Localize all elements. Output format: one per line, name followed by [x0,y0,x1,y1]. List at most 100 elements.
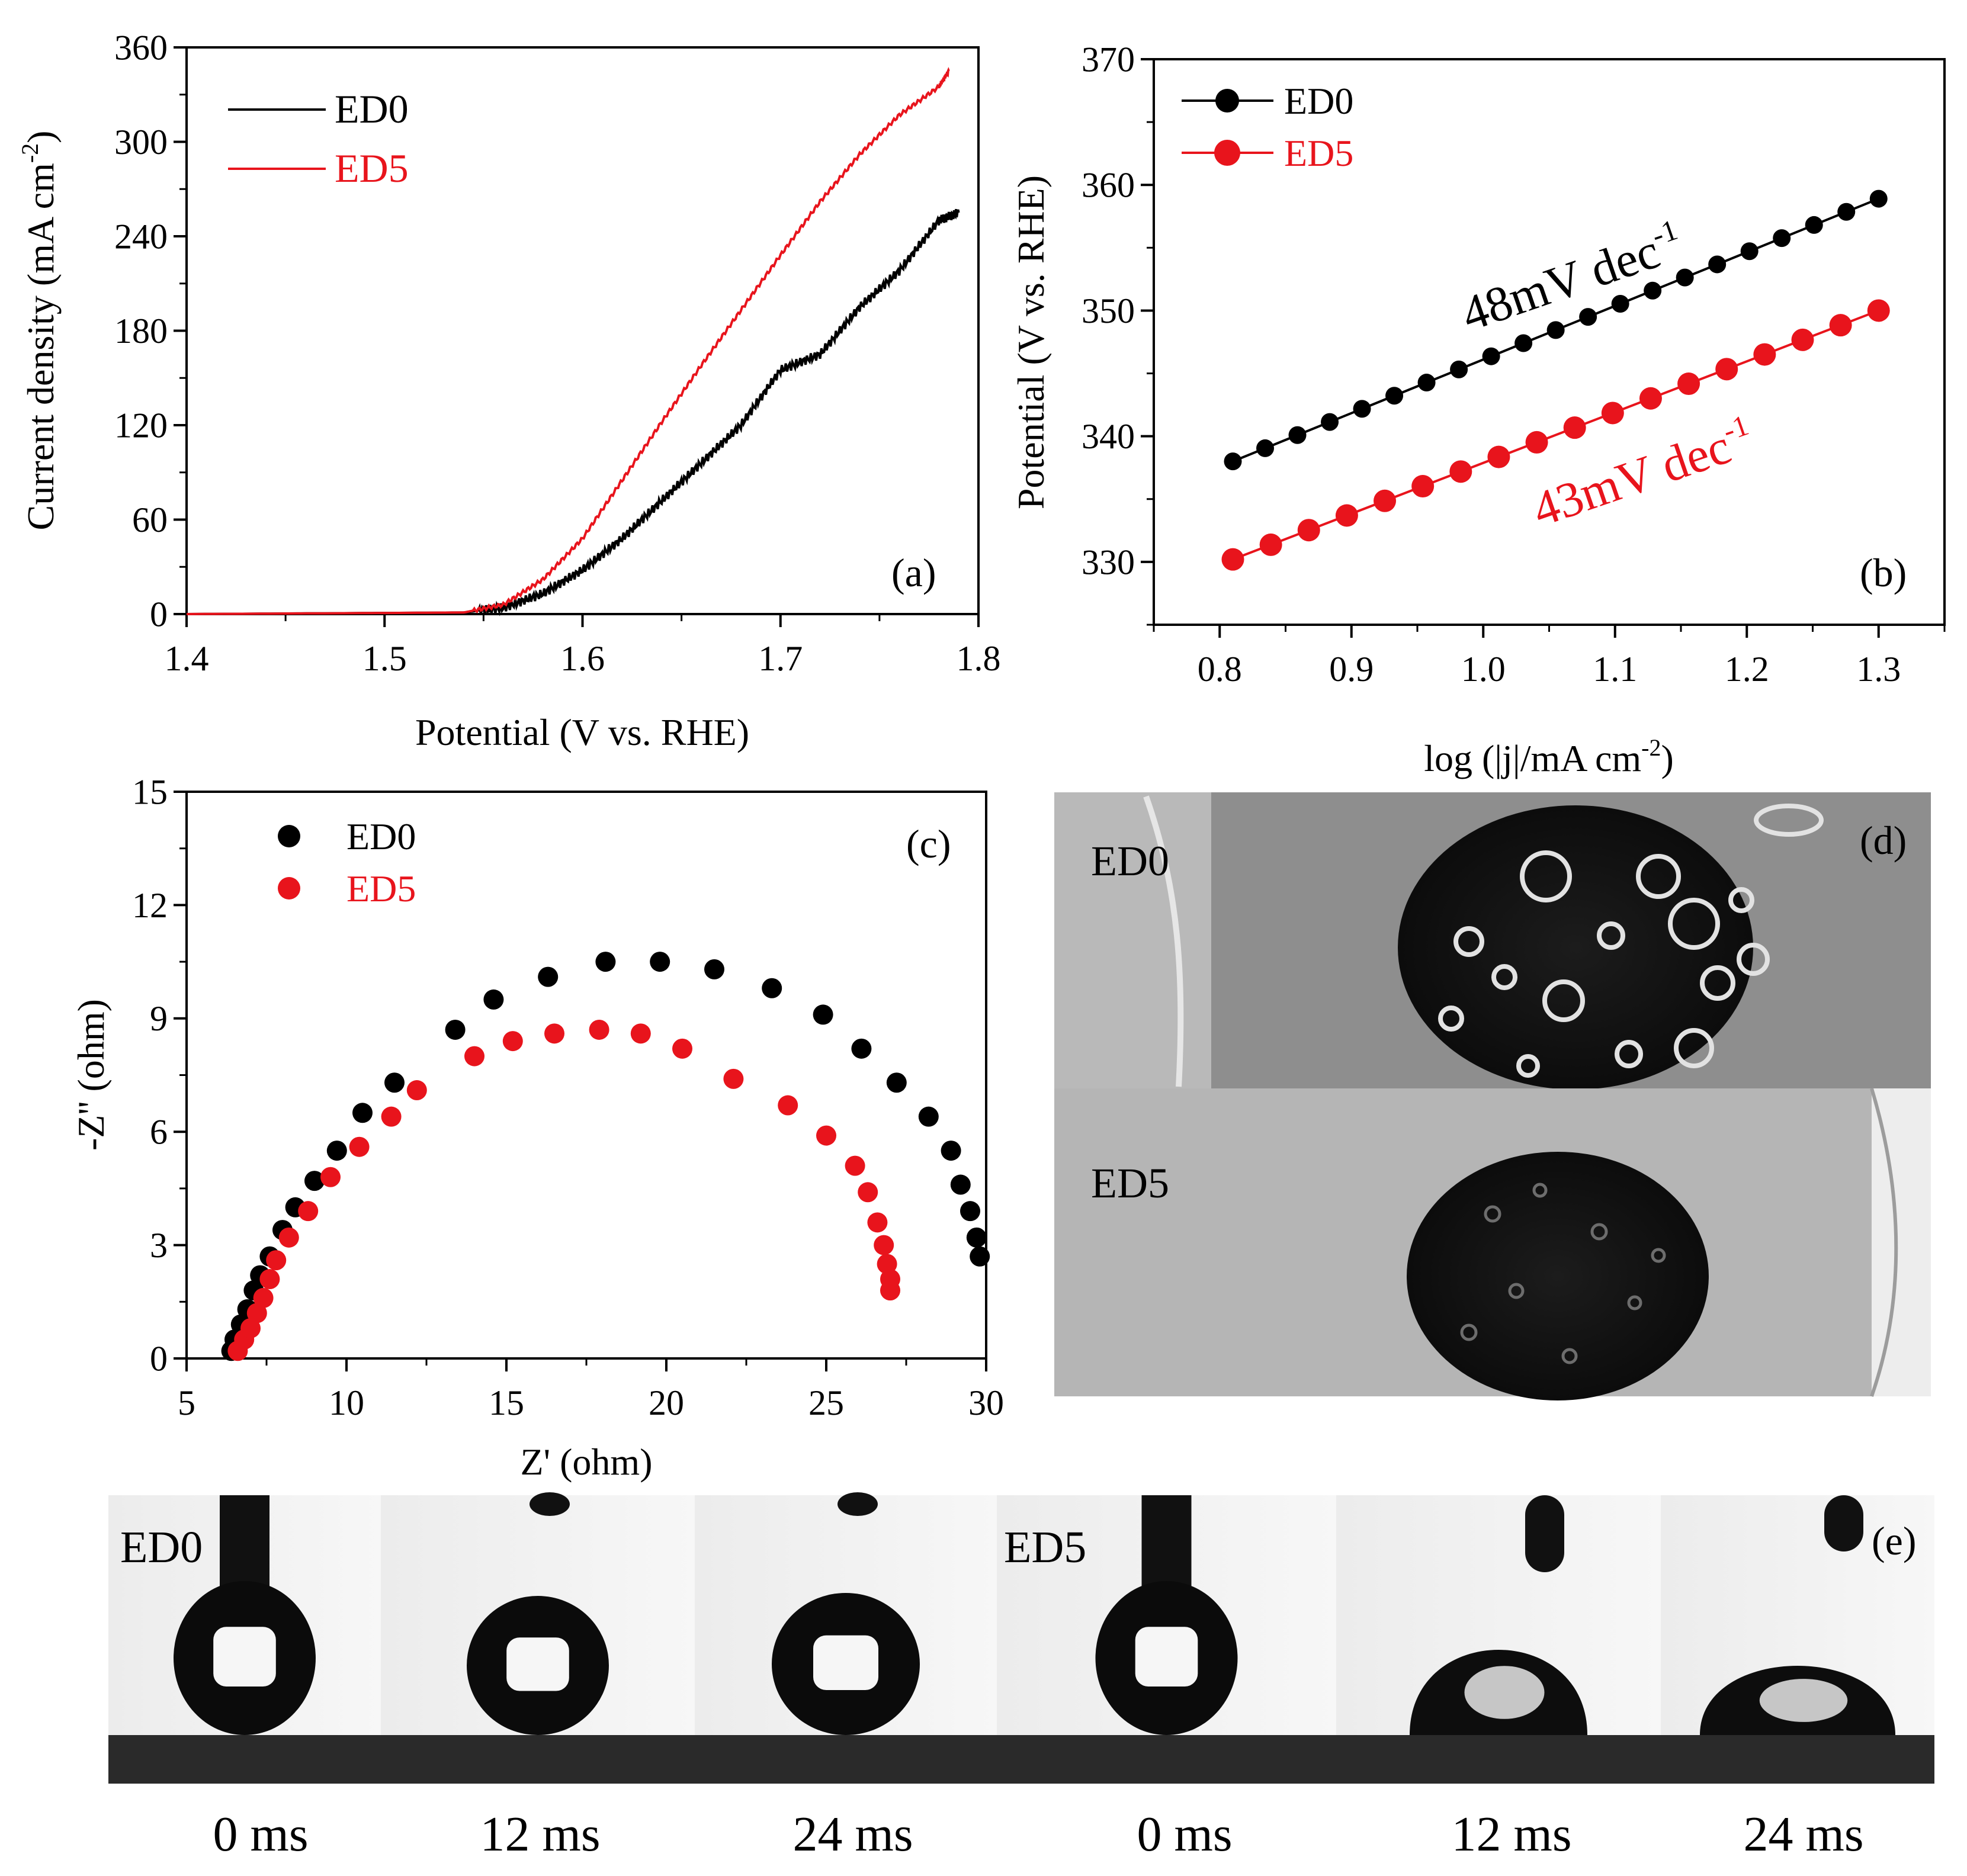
panel-b-x-axis-label: log (|j|/mA cm-2) [1424,734,1674,779]
panel-b-y-tick-label-2: 350 [1082,291,1135,330]
panel-e-time-2: 24 ms [792,1807,913,1862]
panel-b-ed0-point [1805,216,1823,234]
panel-b-ed0-point [1546,321,1565,339]
panel-c-ed5-point [867,1212,888,1233]
panel-b-ed0-point [1740,242,1759,261]
panel-e-needle-tip [530,1492,570,1516]
panel-a-x-tick-label-3: 1.7 [758,639,803,678]
panel-c-y-tick-label-0: 0 [150,1339,168,1378]
panel-c-ed0-point [326,1141,347,1161]
panel-b-ed5-point [1297,519,1320,542]
panel-b-ed0-point [1417,374,1436,392]
panel-c-ed5-point [266,1250,287,1271]
panel-c-ed0-point [762,978,782,998]
panel-d-bottom-label: ED5 [1091,1159,1169,1207]
panel-b-ed5-point [1867,299,1890,322]
panel-b-ed5-point [1639,387,1662,410]
panel-c-ed0-point [304,1171,325,1191]
panel-c-ed0-point [704,959,724,979]
panel-e-needle-tip [838,1492,878,1516]
panel-e-droplet-highlight [213,1627,276,1687]
panel-e-frame-0 [108,1495,381,1784]
panel-c-y-tick-label-1: 3 [150,1226,168,1265]
panel-d-top-left-glass [1054,792,1211,1088]
panel-a-x-axis-label: Potential (V vs. RHE) [415,711,749,753]
panel-c-ed0-point [886,1072,907,1093]
panel-c-y-tick-label-3: 9 [150,999,168,1038]
panel-c-ed0-point [445,1019,466,1040]
panel-c-ed5-point [816,1125,836,1146]
panel-a-y-tick-label-2: 120 [114,406,168,445]
panel-e-time-3: 0 ms [1137,1807,1232,1862]
panel-e-droplet-highlight [1464,1666,1545,1719]
panel-a: 1.4 1.5 1.6 1.7 1.8 0 60 120 180 240 300 360 ED0 E… [17,28,1001,753]
panel-b-ed0-point [1256,439,1275,457]
panel-a-x-tick-label-0: 1.4 [165,639,209,678]
panel-c-ed0-point [483,989,504,1010]
panel-b-x-tick-label-2: 1.0 [1461,650,1506,689]
panel-c-tag: (c) [906,821,951,866]
panel-e-droplet-highlight [1135,1627,1198,1687]
panel-b-x-tick-label-1: 0.9 [1329,650,1374,689]
panel-c-ed0-point [352,1103,373,1123]
panel-b-legend-ed5-label: ED5 [1284,132,1353,174]
panel-c-ed5-point [544,1023,564,1044]
panel-c-y-tick-label-4: 12 [132,886,168,925]
panel-b-ed0-point [1611,294,1629,313]
panel-c-x-tick-label-2: 15 [489,1383,524,1422]
panel-e-time-labels: 0 ms 12 ms 24 ms 0 ms 12 ms 24 ms [213,1807,1863,1862]
panel-a-y-tick-label-0: 0 [150,595,168,634]
panel-e-frame-2 [695,1492,997,1784]
panel-c: 5 10 15 20 25 30 0 3 6 9 12 15 ED0 ED5 (c) Z' (ohm… [70,772,1004,1483]
panel-b: 0.8 0.9 1.0 1.1 1.2 1.3 330 340 350 360 370 ED0 E… [1010,40,1946,779]
panel-b-ed5-point [1753,343,1776,366]
panel-e-substrate [381,1735,695,1784]
panel-c-ed5-point [464,1046,484,1067]
panel-e-substrate [695,1735,997,1784]
panel-c-ed5-point [320,1167,341,1187]
panel-d-top-bubbles [1438,804,1824,1078]
panel-c-ed5-point [246,1303,267,1324]
panel-c-ed5-point [349,1136,370,1157]
panel-b-ed5-point [1791,328,1814,351]
panel-b-legend-ed0-label: ED0 [1284,80,1353,122]
panel-b-y-tick-label-1: 340 [1082,417,1135,456]
panel-b-ed0-point [1224,452,1242,471]
panel-d-tag: (d) [1860,818,1907,863]
panel-e-needle [1525,1495,1564,1572]
panel-b-ed0-point [1837,203,1856,221]
panel-a-series [186,67,960,616]
panel-b-ed0-point [1514,334,1533,352]
panel-c-ed0-point [813,1004,833,1025]
panel-d-glass-edge [1143,795,1184,1087]
panel-e-time-5: 24 ms [1743,1807,1863,1862]
panel-a-y-axis-label: Current density (mA cm-2) [17,131,62,531]
panel-c-ed0-point [650,952,670,972]
panel-b-x-tick-label-0: 0.8 [1198,650,1242,689]
panel-e-frame-5 [1661,1495,1934,1784]
panel-c-ed0-point [966,1227,987,1248]
panel-b-ed5-point [1829,314,1852,337]
panel-e-time-1: 12 ms [480,1807,600,1862]
panel-c-ed0-point [960,1201,980,1222]
panel-b-ed0-point [1644,281,1662,300]
panel-b-x-tick-label-5: 1.3 [1856,650,1901,689]
panel-b-ed0-point [1288,426,1307,444]
panel-b-x-tick-label-3: 1.1 [1593,650,1637,689]
panel-d-top-electrode [1398,805,1753,1090]
panel-e-time-0: 0 ms [213,1807,308,1862]
panel-d-top-label: ED0 [1091,837,1169,885]
panel-a-y-tick-label-1: 60 [132,500,168,539]
panel-c-ed0-point [384,1072,405,1093]
panel-e-time-4: 12 ms [1451,1807,1571,1862]
panel-a-x-tick-label-4: 1.8 [957,639,1001,678]
panel-a-x-tick-label-1: 1.5 [362,639,407,678]
panel-c-plot-frame [185,791,987,1360]
panel-b-ed5-point [1715,358,1738,381]
panel-b-ed5-point [1335,504,1358,527]
panel-a-x-ticks: 1.4 1.5 1.6 1.7 1.8 [165,614,1001,678]
panel-b-y-tick-label-0: 330 [1082,542,1135,582]
panel-c-ed5-point [298,1201,319,1222]
panel-b-legend-ed0-marker [1215,89,1239,113]
